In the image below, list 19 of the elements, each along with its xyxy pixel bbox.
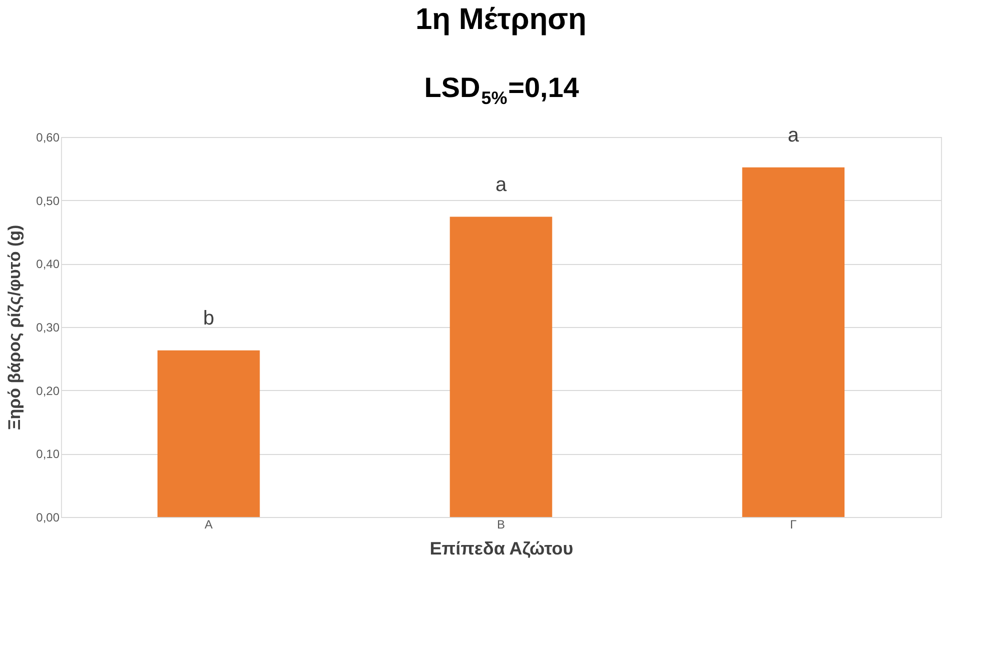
y-axis-title: Ξηρό βάρος ρίζς/φυτό (g) xyxy=(5,224,24,430)
y-tick-label: 0,30 xyxy=(36,320,60,334)
x-tick-label: Γ xyxy=(790,518,798,532)
bar xyxy=(450,216,552,517)
y-tick-label: 0,50 xyxy=(36,194,60,208)
y-tick-label: 0,60 xyxy=(36,130,60,144)
x-tick-label: Α xyxy=(204,518,213,532)
y-tick-label: 0,20 xyxy=(36,384,60,398)
x-tick-label: Β xyxy=(496,518,506,532)
y-tick-label: 0,40 xyxy=(36,257,60,272)
bar xyxy=(742,167,845,517)
y-tick-label: 0,00 xyxy=(36,510,60,524)
bar xyxy=(157,350,260,517)
annotation: a xyxy=(788,124,800,146)
annotation: b xyxy=(203,307,214,330)
chart-title: 1η Μέτρηση xyxy=(416,3,586,36)
y-tick-label: 0,10 xyxy=(36,447,60,462)
x-axis-title: Επίπεδα Αζώτου xyxy=(430,538,574,558)
annotation: a xyxy=(495,174,508,196)
